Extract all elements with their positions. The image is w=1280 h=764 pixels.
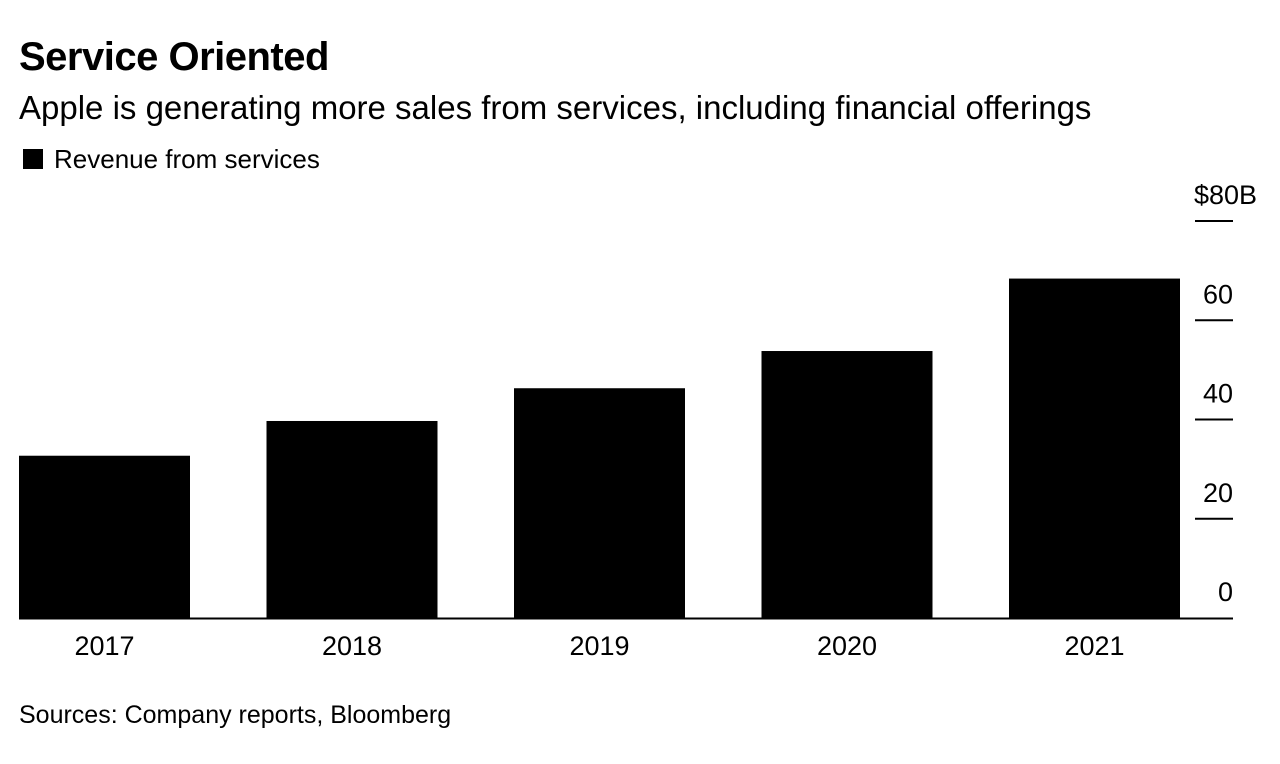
legend-label: Revenue from services <box>54 143 320 174</box>
source-note: Sources: Company reports, Bloomberg <box>19 701 452 729</box>
legend: Revenue from services <box>23 144 320 174</box>
x-tick-label-2018: 2018 <box>322 631 382 661</box>
bar-2021 <box>1009 278 1180 618</box>
x-tick-label-2017: 2017 <box>74 631 134 661</box>
y-axis: 0 20 40 60 $80B <box>19 180 1257 620</box>
x-axis: 2017 2018 2019 2020 2021 <box>74 631 1124 661</box>
legend-swatch <box>23 149 43 169</box>
bar-2020 <box>761 351 933 618</box>
x-tick-label-2021: 2021 <box>1064 631 1124 661</box>
y-tick-label-80: $80B <box>1194 180 1257 210</box>
y-tick-label-0: 0 <box>1218 577 1233 607</box>
chart-subtitle: Apple is generating more sales from serv… <box>19 89 1092 126</box>
chart-title: Service Oriented <box>19 35 329 79</box>
bar-2019 <box>514 388 685 618</box>
bar-2017 <box>19 455 190 618</box>
bars-layer <box>19 278 1180 618</box>
bar-2018 <box>266 420 438 618</box>
y-tick-label-60: 60 <box>1203 279 1233 309</box>
y-tick-label-20: 20 <box>1203 478 1233 508</box>
y-tick-label-40: 40 <box>1203 379 1233 409</box>
x-tick-label-2019: 2019 <box>569 631 629 661</box>
x-tick-label-2020: 2020 <box>817 631 877 661</box>
